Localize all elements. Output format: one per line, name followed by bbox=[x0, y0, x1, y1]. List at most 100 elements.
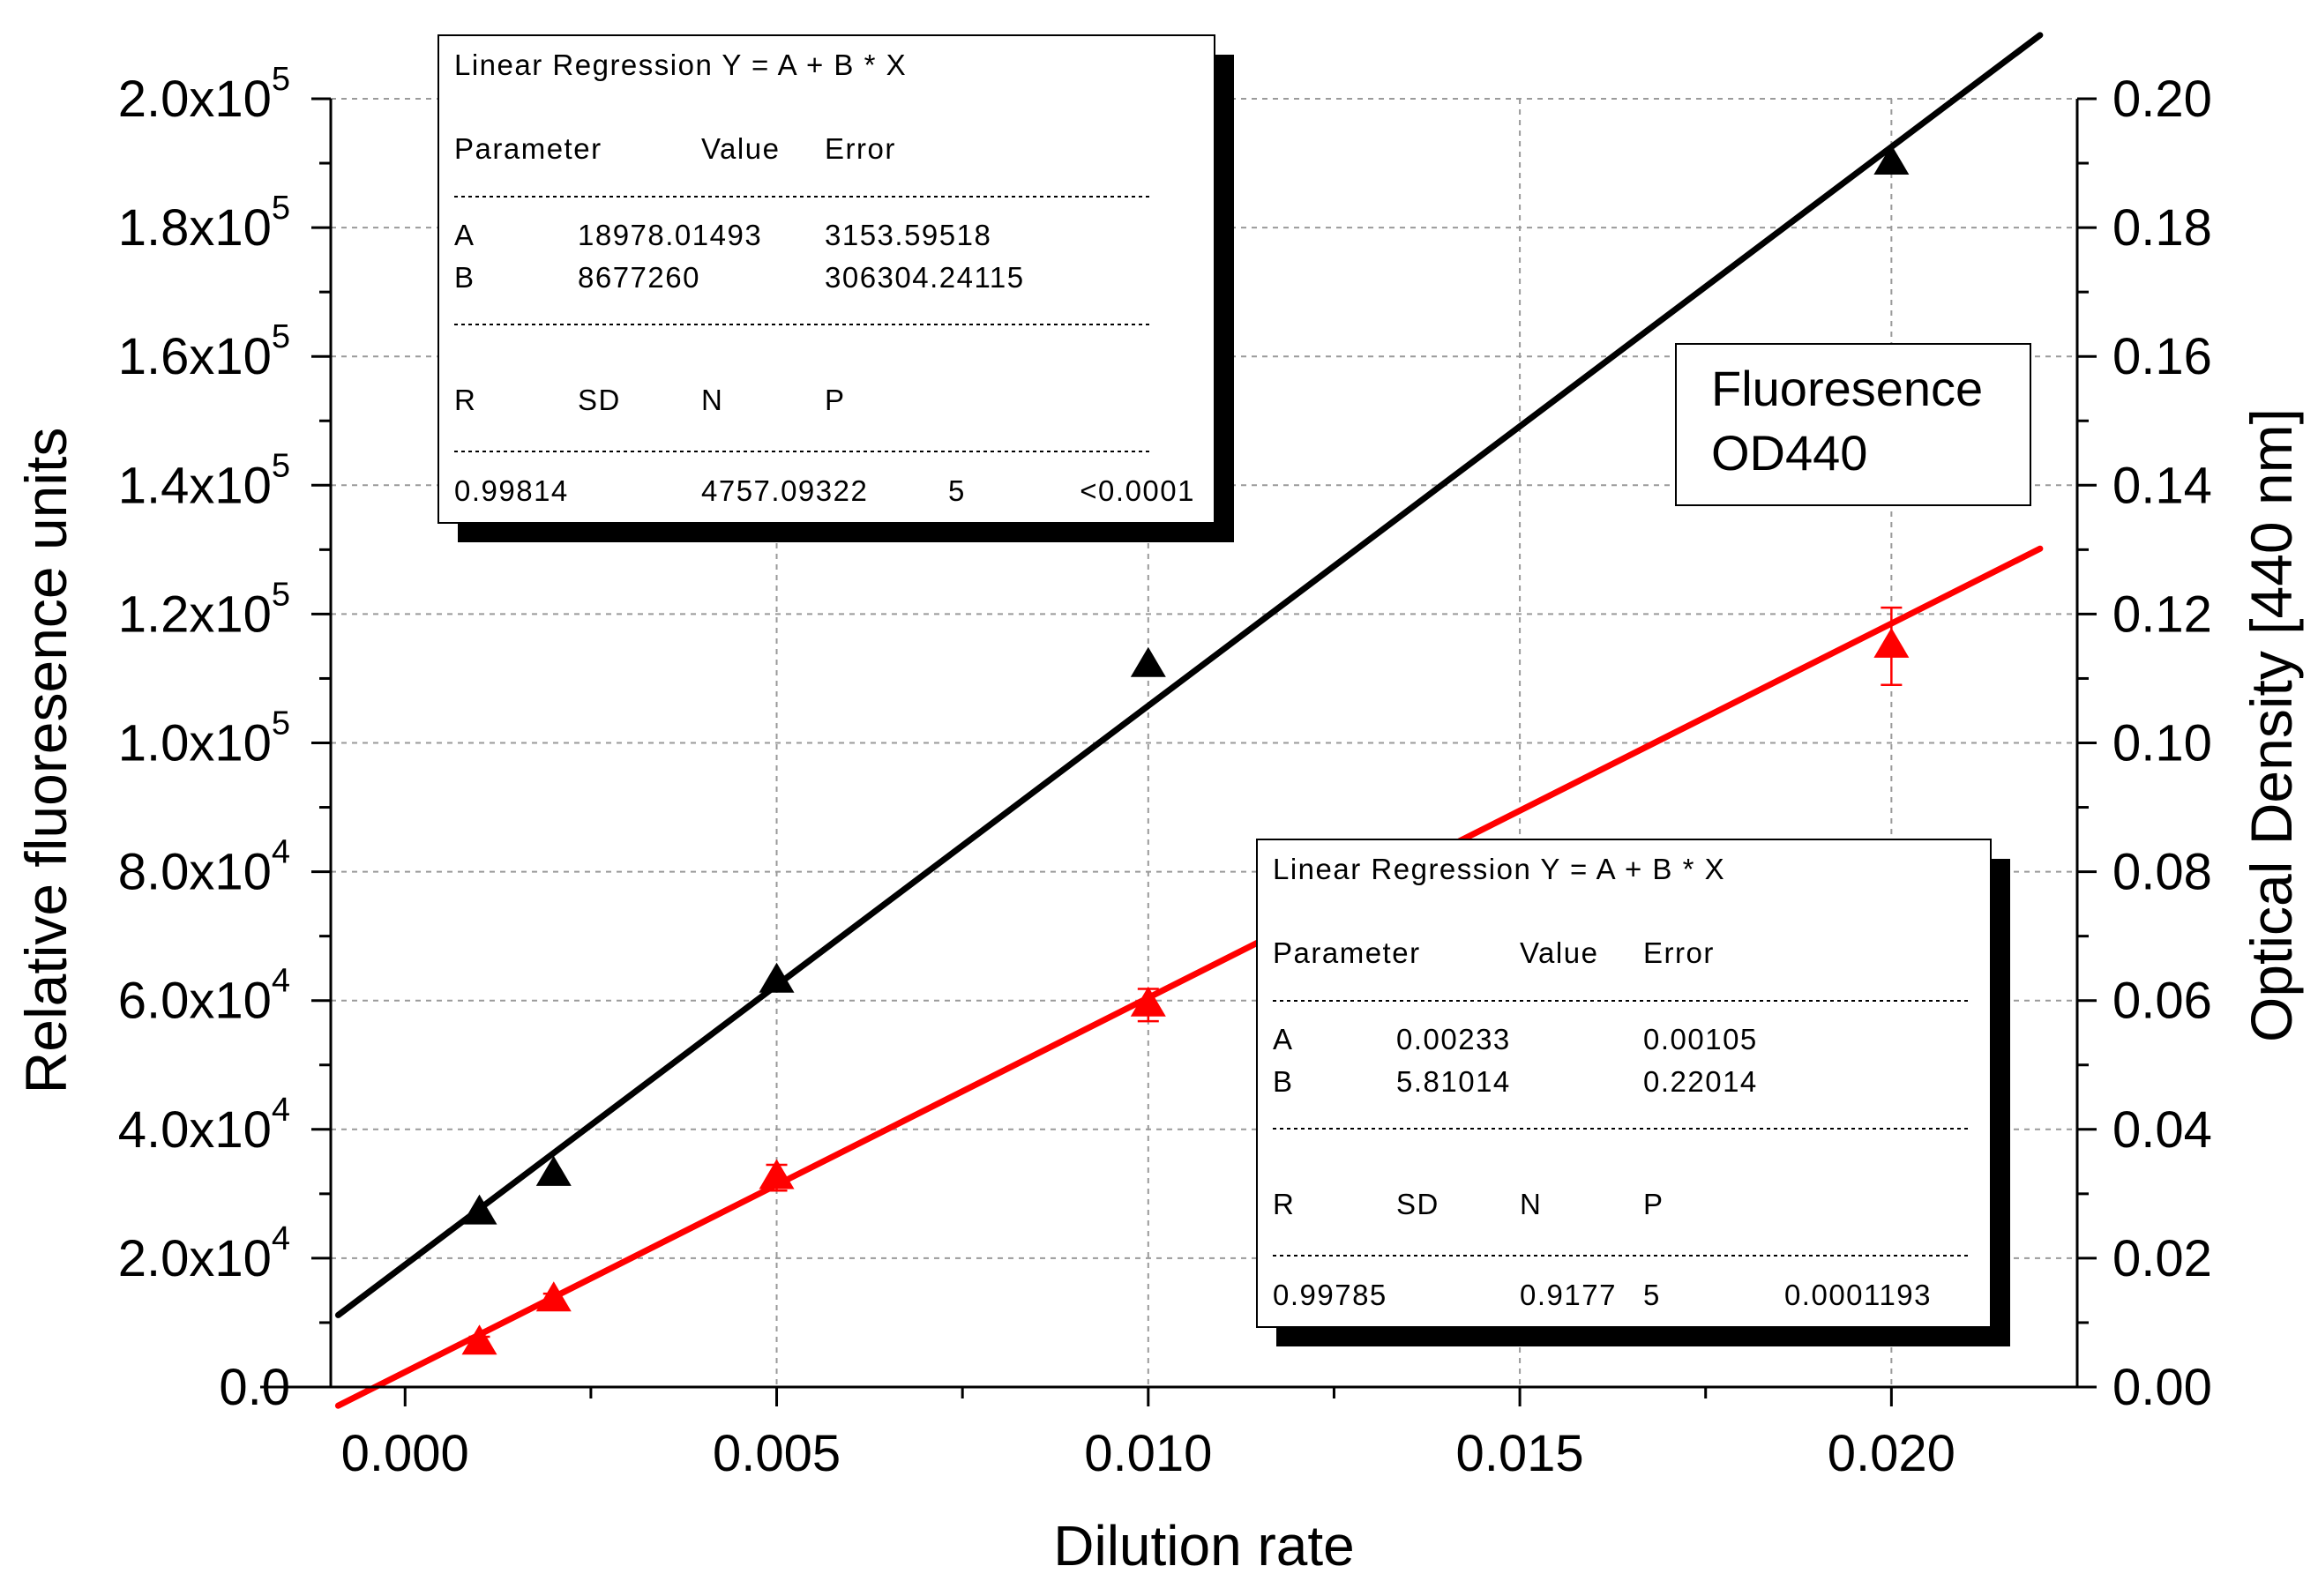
y-tick-exponent: 4 bbox=[272, 1092, 290, 1129]
axis-labels: Dilution rate Relative fluoresence units O… bbox=[13, 408, 2304, 1577]
regression-header: Error bbox=[1643, 936, 1715, 969]
ticks: 0.000 0.005 0.010 0.015 0.0200.02.0x1044.0x1… bbox=[118, 61, 2212, 1482]
x-tick-label: 0.010 bbox=[1084, 1425, 1212, 1482]
y-tick-exponent: 5 bbox=[272, 447, 290, 484]
regression-table-1: Linear Regression Y = A + B * X Parameter… bbox=[437, 34, 1234, 542]
y-tick-label: 1.4x105 bbox=[118, 447, 290, 514]
data-point-fluorescence bbox=[535, 1155, 572, 1186]
x-axis-title: Dilution rate bbox=[1053, 1514, 1355, 1577]
regression-cell: 306304.24115 bbox=[825, 261, 1025, 294]
y-tick-label: 4.0x104 bbox=[118, 1092, 290, 1159]
data-markers bbox=[461, 144, 1910, 1355]
y-tick-mantissa: 2.0x10 bbox=[118, 1230, 272, 1287]
legend-box bbox=[1675, 343, 2031, 506]
y2-tick-label: 0.00 bbox=[2112, 1359, 2212, 1416]
regression-stat-value: 0.99814 bbox=[454, 474, 569, 507]
data-point-fluorescence bbox=[759, 962, 795, 993]
data-point-od440 bbox=[1873, 627, 1910, 658]
y-tick-exponent: 4 bbox=[272, 834, 290, 871]
y2-axis-title: Optical Density [440 nm] bbox=[2239, 408, 2304, 1042]
regression-header: Value bbox=[701, 132, 780, 165]
regression-cell: 5.81014 bbox=[1396, 1065, 1511, 1098]
data-point-od440 bbox=[759, 1159, 795, 1190]
regression-cell: 0.00233 bbox=[1396, 1023, 1511, 1055]
y-tick-mantissa: 1.4x10 bbox=[118, 457, 272, 514]
y-tick-mantissa: 2.0x10 bbox=[118, 71, 272, 128]
y-tick-label: 1.2x105 bbox=[118, 576, 290, 643]
x-tick-label: 0.005 bbox=[713, 1425, 841, 1482]
data-point-fluorescence bbox=[1130, 646, 1166, 677]
y-tick-mantissa: 6.0x10 bbox=[118, 973, 272, 1030]
regression-table-box bbox=[1256, 839, 1992, 1328]
y2-tick-label: 0.04 bbox=[2112, 1101, 2212, 1159]
data-point-fluorescence bbox=[1873, 144, 1910, 175]
regression-stat-value: 5 bbox=[1643, 1279, 1661, 1311]
y-tick-mantissa: 0.0 bbox=[219, 1359, 290, 1416]
regression-stat-header: SD bbox=[578, 384, 621, 416]
y-tick-mantissa: 1.0x10 bbox=[118, 715, 272, 772]
y-tick-exponent: 5 bbox=[272, 576, 290, 613]
regression-cell: 0.22014 bbox=[1643, 1065, 1758, 1098]
regression-stat-value: 0.9177 bbox=[1520, 1279, 1617, 1311]
data-point-od440 bbox=[461, 1324, 497, 1355]
y-tick-exponent: 4 bbox=[272, 963, 290, 1000]
regression-header: Parameter bbox=[1273, 936, 1421, 969]
legend: Fluoresence OD440 bbox=[1675, 343, 2031, 506]
regression-tables: Linear Regression Y = A + B * X Parameter… bbox=[437, 34, 2010, 1346]
y-tick-mantissa: 1.8x10 bbox=[118, 199, 272, 257]
y-tick-label: 2.0x104 bbox=[118, 1220, 290, 1287]
regression-stat-header: N bbox=[1520, 1188, 1542, 1220]
y-tick-exponent: 5 bbox=[272, 318, 290, 355]
regression-table-2: Linear Regression Y = A + B * X Parameter… bbox=[1256, 839, 2010, 1346]
regression-stat-header: R bbox=[1273, 1188, 1295, 1220]
y2-tick-label: 0.16 bbox=[2112, 328, 2212, 385]
y-tick-mantissa: 8.0x10 bbox=[118, 844, 272, 901]
y2-tick-label: 0.10 bbox=[2112, 715, 2212, 772]
regression-header: Error bbox=[825, 132, 896, 165]
regression-cell: 3153.59518 bbox=[825, 219, 991, 251]
regression-stat-header: R bbox=[454, 384, 476, 416]
regression-title: Linear Regression Y = A + B * X bbox=[454, 48, 907, 81]
regression-cell: 18978.01493 bbox=[578, 219, 762, 251]
y2-tick-label: 0.20 bbox=[2112, 71, 2212, 128]
y-tick-label: 1.6x105 bbox=[118, 318, 290, 385]
y-tick-exponent: 5 bbox=[272, 705, 290, 742]
regression-cell: A bbox=[1273, 1023, 1294, 1055]
data-point-od440 bbox=[535, 1281, 572, 1312]
regression-header: Parameter bbox=[454, 132, 602, 165]
regression-cell: B bbox=[1273, 1065, 1294, 1098]
y-tick-mantissa: 1.6x10 bbox=[118, 328, 272, 385]
regression-cell: 8677260 bbox=[578, 261, 700, 294]
regression-header: Value bbox=[1520, 936, 1598, 969]
regression-title: Linear Regression Y = A + B * X bbox=[1273, 853, 1725, 885]
regression-stat-value: 0.0001193 bbox=[1784, 1279, 1932, 1311]
regression-stat-value: <0.0001 bbox=[1080, 474, 1195, 507]
y-tick-exponent: 4 bbox=[272, 1220, 290, 1257]
legend-entry-od440: OD440 bbox=[1711, 425, 1867, 481]
regression-stat-value: 0.99785 bbox=[1273, 1279, 1387, 1311]
fit-lines bbox=[334, 32, 2044, 1409]
regression-stat-header: SD bbox=[1396, 1188, 1439, 1220]
y-tick-label: 1.8x105 bbox=[118, 190, 290, 257]
regression-stat-value: 4757.09322 bbox=[701, 474, 868, 507]
x-tick-label: 0.015 bbox=[1456, 1425, 1584, 1482]
data-point-fluorescence bbox=[461, 1194, 497, 1225]
y-axis-title: Relative fluoresence units bbox=[13, 428, 79, 1094]
regression-table-box bbox=[437, 34, 1215, 524]
legend-entry-fluorescence: Fluoresence bbox=[1711, 361, 1983, 416]
y-tick-mantissa: 4.0x10 bbox=[118, 1101, 272, 1159]
regression-stat-header: P bbox=[1643, 1188, 1664, 1220]
regression-stat-value: 5 bbox=[948, 474, 966, 507]
y2-tick-label: 0.14 bbox=[2112, 457, 2212, 514]
data-point-od440 bbox=[1130, 986, 1166, 1017]
y-tick-mantissa: 1.2x10 bbox=[118, 585, 272, 643]
y2-tick-label: 0.18 bbox=[2112, 199, 2212, 257]
y-tick-label: 0.0 bbox=[219, 1359, 290, 1416]
x-tick-label: 0.000 bbox=[341, 1425, 469, 1482]
y2-tick-label: 0.08 bbox=[2112, 844, 2212, 901]
y-tick-label: 2.0x105 bbox=[118, 61, 290, 128]
y-tick-label: 1.0x105 bbox=[118, 705, 290, 772]
regression-cell: B bbox=[454, 261, 475, 294]
y2-tick-label: 0.12 bbox=[2112, 585, 2212, 643]
